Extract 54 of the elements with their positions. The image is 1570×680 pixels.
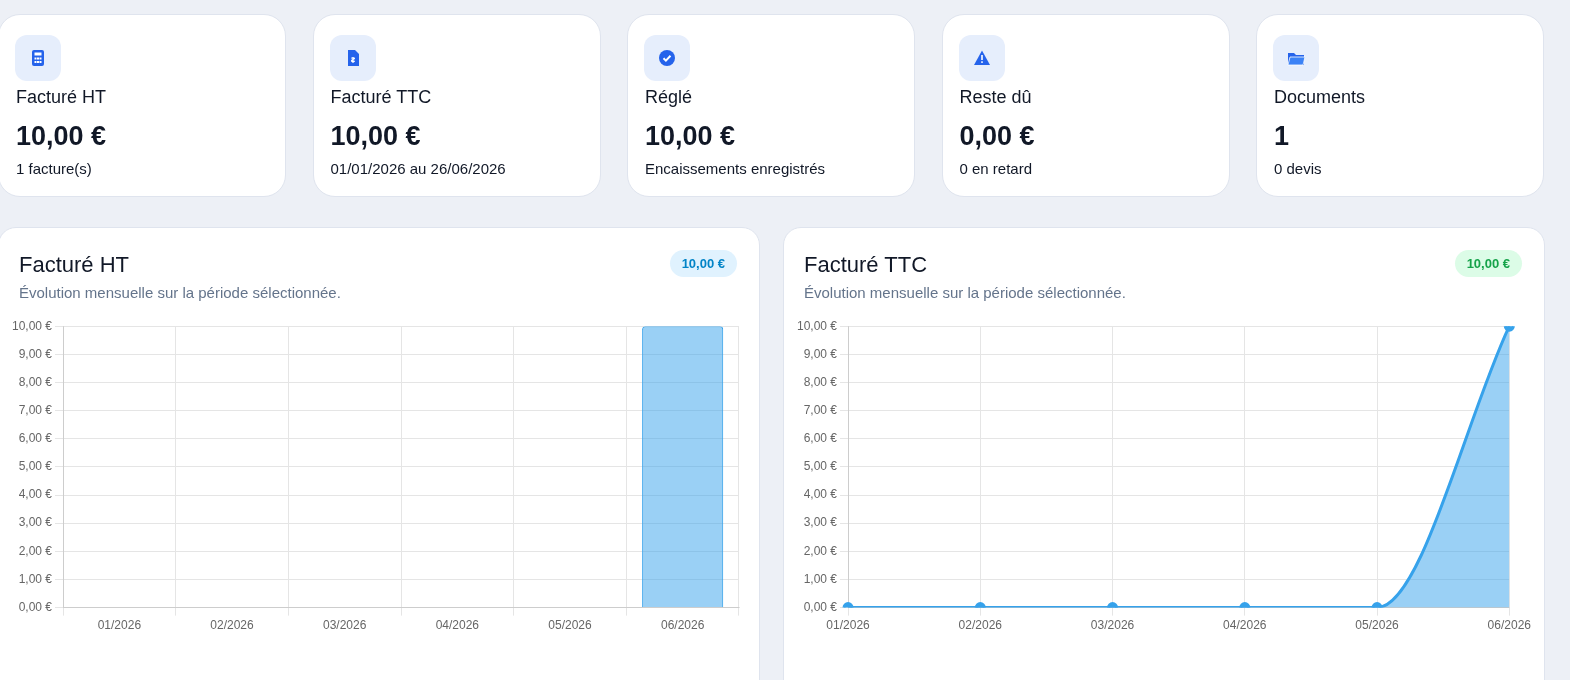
y-tick-label: 3,00 € — [803, 515, 838, 530]
y-tick-label: 4,00 € — [803, 487, 838, 502]
text: 1 facture(s) — [16, 160, 92, 177]
x-tick-label: 04/2026 — [1223, 618, 1267, 633]
text: 0,00 € — [959, 121, 1035, 152]
y-tick-label: 7,00 € — [18, 402, 53, 417]
text: 10,00 € — [645, 121, 736, 152]
x-tick-label: 06/2026 — [1487, 618, 1532, 633]
x-tick-label: 03/2026 — [322, 618, 367, 633]
text: 10,00 € — [669, 250, 737, 277]
y-tick-label: 7,00 € — [803, 402, 838, 417]
y-tick-label: 2,00 € — [803, 543, 838, 558]
text: Facturé TTC — [330, 87, 432, 108]
x-tick-label: 02/2026 — [210, 618, 255, 633]
chart-title: Facturé TTC — [804, 252, 928, 278]
chart-subtitle: Évolution mensuelle sur la période sélectionnée. — [804, 284, 1126, 301]
x-tick-label: 02/2026 — [958, 618, 1003, 633]
y-tick-label: 0,00 € — [18, 599, 53, 614]
text: 0 devis — [1274, 160, 1322, 177]
chart-subtitle: Évolution mensuelle sur la période sélectionnée. — [19, 284, 341, 301]
text: 10,00 € — [330, 121, 421, 152]
y-tick-label: 10,00 € — [796, 318, 838, 333]
x-tick-label: 06/2026 — [660, 618, 705, 633]
text: 0 en retard — [959, 160, 1033, 177]
text: Facturé HT — [16, 87, 107, 108]
y-tick-label: 10,00 € — [11, 318, 53, 333]
text: 1 — [1274, 121, 1290, 152]
text: Reste dû — [959, 87, 1032, 108]
y-tick-label: 6,00 € — [18, 431, 53, 446]
y-tick-label: 0,00 € — [803, 599, 838, 614]
x-tick-label: 05/2026 — [548, 618, 593, 633]
x-tick-label: 04/2026 — [435, 618, 480, 633]
y-tick-label: 3,00 € — [18, 515, 53, 530]
text: Encaissements enregistrés — [645, 160, 826, 177]
x-tick-label: 01/2026 — [97, 618, 142, 633]
text: Documents — [1274, 87, 1366, 108]
y-tick-label: 5,00 € — [18, 459, 53, 474]
x-tick-label: 05/2026 — [1355, 618, 1400, 633]
y-tick-label: 4,00 € — [18, 487, 53, 502]
y-tick-label: 1,00 € — [18, 571, 53, 586]
y-tick-label: 2,00 € — [18, 543, 53, 558]
chart-title: Facturé HT — [19, 252, 130, 278]
y-tick-label: 8,00 € — [18, 374, 53, 389]
y-tick-label: 8,00 € — [803, 374, 838, 389]
y-tick-label: 1,00 € — [803, 571, 838, 586]
y-tick-label: 9,00 € — [803, 346, 838, 361]
y-tick-label: 5,00 € — [803, 459, 838, 474]
text: 10,00 € — [1454, 250, 1522, 277]
text: Réglé — [645, 87, 693, 108]
text: 01/01/2026 au 26/06/2026 — [330, 160, 506, 177]
x-tick-label: 03/2026 — [1090, 618, 1135, 633]
y-tick-label: 9,00 € — [18, 346, 53, 361]
x-tick-label: 01/2026 — [826, 618, 871, 633]
y-tick-label: 6,00 € — [803, 431, 838, 446]
